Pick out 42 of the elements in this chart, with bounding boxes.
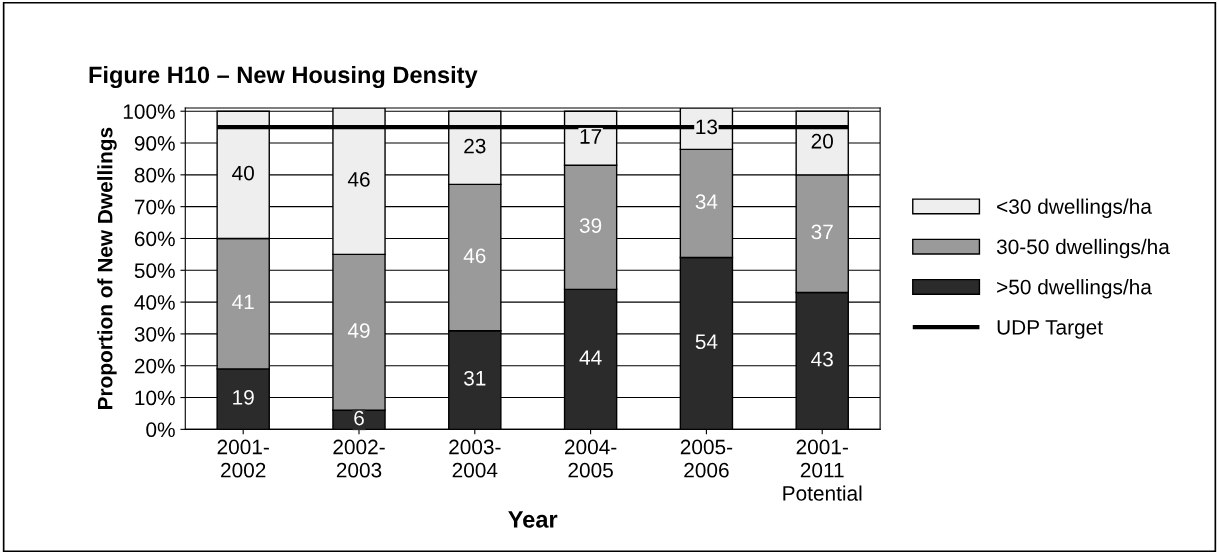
legend-label: 30-50 dwellings/ha <box>996 238 1170 259</box>
data-label: 40 <box>232 165 254 181</box>
data-label: 37 <box>811 224 833 240</box>
data-label: 17 <box>580 129 602 144</box>
y-tick-label: 70% <box>134 199 175 215</box>
data-label: 39 <box>579 218 602 233</box>
data-label: 20 <box>811 133 833 149</box>
y-tick-label: 40% <box>134 295 175 310</box>
x-tick-label: 2001- 2011 Potential <box>783 439 862 501</box>
data-label: 49 <box>347 323 370 338</box>
legend-label: <30 dwellings/ha <box>997 198 1152 219</box>
y-tick-label: 90% <box>134 136 175 151</box>
x-tick-label: 2005- 2006 <box>680 439 733 478</box>
x-axis-title: Year <box>508 511 558 528</box>
data-label: 23 <box>464 138 486 154</box>
data-label: 13 <box>696 119 718 135</box>
data-label: 6 <box>354 410 364 426</box>
y-axis-title: Proportion of New Dwellings <box>97 127 117 410</box>
data-label: 19 <box>233 389 254 405</box>
y-tick-label: 0% <box>146 422 175 438</box>
x-tick-label: 2001- 2002 <box>217 439 269 478</box>
y-tick-label: 100% <box>123 104 175 119</box>
data-label: 41 <box>232 294 254 310</box>
data-label: 43 <box>811 351 833 367</box>
y-tick-label: 60% <box>134 231 175 247</box>
data-label: 44 <box>579 350 602 365</box>
y-tick-label: 20% <box>134 358 175 374</box>
y-tick-label: 10% <box>135 390 175 406</box>
data-label: 31 <box>464 370 486 386</box>
legend-label: >50 dwellings/ha <box>997 279 1152 299</box>
y-tick-label: 50% <box>134 263 175 279</box>
x-tick-label: 2003- 2004 <box>449 439 501 478</box>
x-tick-label: 2004- 2005 <box>565 439 617 478</box>
legend-label: UDP Target <box>997 320 1103 339</box>
y-tick-label: 30% <box>134 326 175 342</box>
y-tick-label: 80% <box>134 167 175 183</box>
data-label: 46 <box>463 248 486 264</box>
data-label: 46 <box>347 172 370 187</box>
data-label: 54 <box>695 334 718 350</box>
data-label: 34 <box>695 194 718 210</box>
chart-title: Figure H10 – New Housing Density <box>89 65 478 89</box>
x-tick-label: 2002- 2003 <box>333 439 385 478</box>
